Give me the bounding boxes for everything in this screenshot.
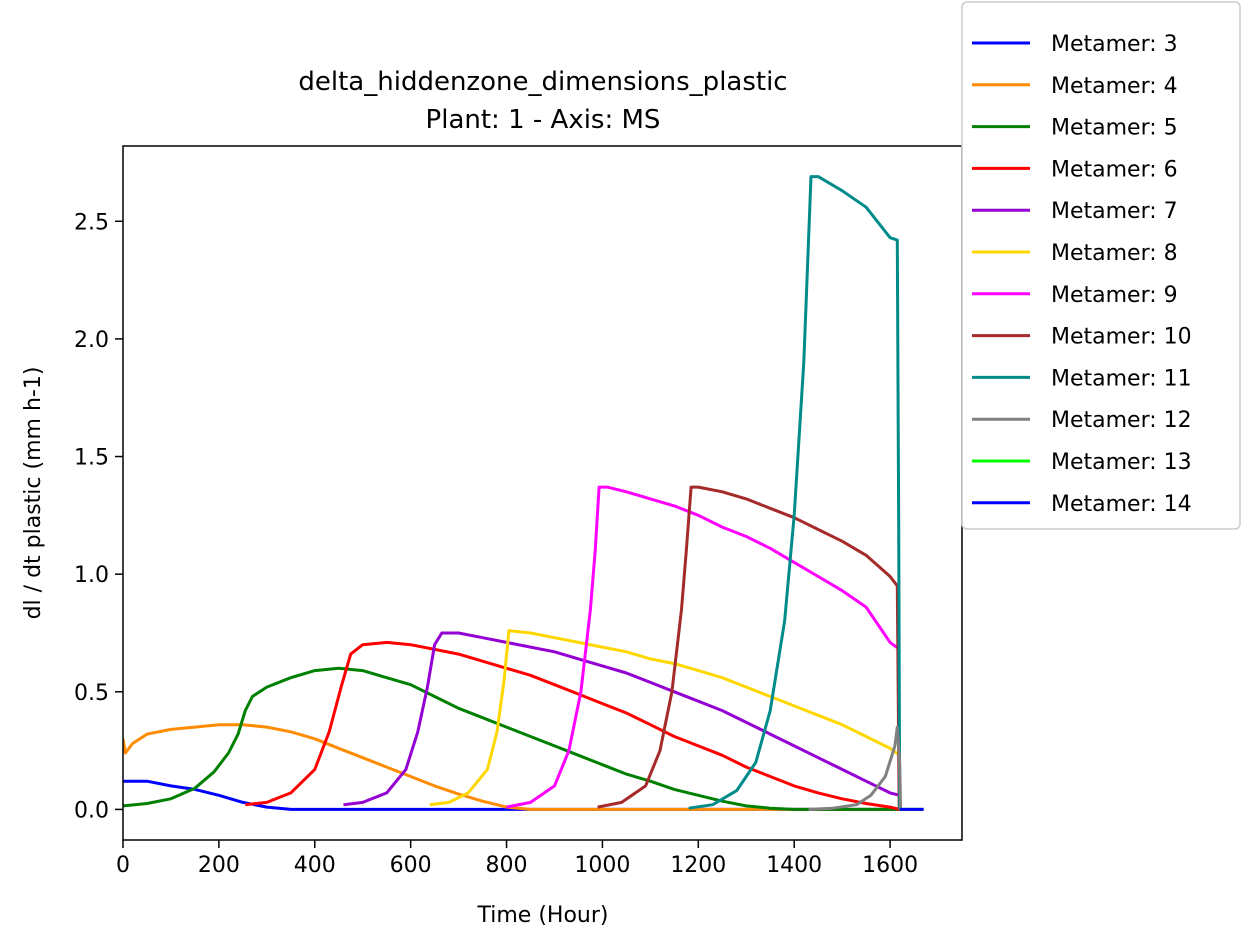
series-line-7	[506, 485, 901, 809]
x-tick-label: 400	[294, 853, 336, 878]
y-tick-label: 1.5	[74, 446, 109, 471]
y-tick-label: 1.0	[74, 563, 109, 588]
plot-area-frame	[122, 145, 963, 841]
x-tick-label: 0	[116, 853, 130, 878]
chart-title: delta_hiddenzone_dimensions_plastic	[298, 67, 787, 97]
chart-subtitle: Plant: 1 - Axis: MS	[426, 105, 661, 135]
legend-entry-label: Metamer: 13	[1051, 450, 1192, 475]
series-line-4	[245, 640, 901, 811]
series-line-6	[429, 629, 901, 807]
legend-entry-label: Metamer: 3	[1051, 32, 1178, 57]
x-tick-label: 1600	[862, 853, 918, 878]
x-tick-label: 1200	[670, 853, 726, 878]
y-tick-label: 2.5	[74, 210, 109, 235]
x-tick-label: 1000	[574, 853, 630, 878]
legend-entry-label: Metamer: 6	[1051, 157, 1178, 182]
series-line-5	[343, 631, 901, 807]
legend-entry-label: Metamer: 12	[1051, 408, 1192, 433]
x-tick-label: 600	[390, 853, 432, 878]
legend-entry-label: Metamer: 5	[1051, 116, 1178, 141]
x-tick-label: 800	[486, 853, 528, 878]
legend-entry-label: Metamer: 7	[1051, 199, 1178, 224]
x-tick-label: 1400	[766, 853, 822, 878]
series-line-3	[123, 666, 900, 811]
legend-entry-label: Metamer: 9	[1051, 283, 1178, 308]
y-tick-label: 2.0	[74, 328, 109, 353]
series-layer	[123, 175, 924, 811]
legend-frame	[961, 1, 1241, 530]
legend-entry-label: Metamer: 10	[1051, 325, 1192, 350]
series-line-10	[808, 725, 924, 811]
series-line-9	[688, 175, 902, 810]
series-line-1	[123, 779, 900, 811]
x-axis-ticks: 0 200 400 600 800 1000 1200 1400 1600	[116, 840, 918, 878]
series-line-2	[123, 723, 900, 811]
legend-entry-label: Metamer: 8	[1051, 241, 1178, 266]
series-line-8	[597, 485, 901, 810]
y-tick-label: 0.0	[74, 798, 109, 823]
legend-entry-label: Metamer: 4	[1051, 74, 1178, 99]
x-tick-label: 200	[198, 853, 240, 878]
y-axis-ticks: 0.0 0.5 1.0 1.5 2.0 2.5	[74, 210, 123, 823]
legend: Metamer: 3 Metamer: 4 Metamer: 5 Metamer: 6…	[961, 1, 1241, 530]
legend-entry-label: Metamer: 11	[1051, 366, 1192, 391]
legend-entry-label: Metamer: 14	[1051, 492, 1192, 517]
y-axis-label: dl / dt plastic (mm h-1)	[21, 367, 46, 620]
y-tick-label: 0.5	[74, 681, 109, 706]
x-axis-label: Time (Hour)	[477, 903, 609, 928]
